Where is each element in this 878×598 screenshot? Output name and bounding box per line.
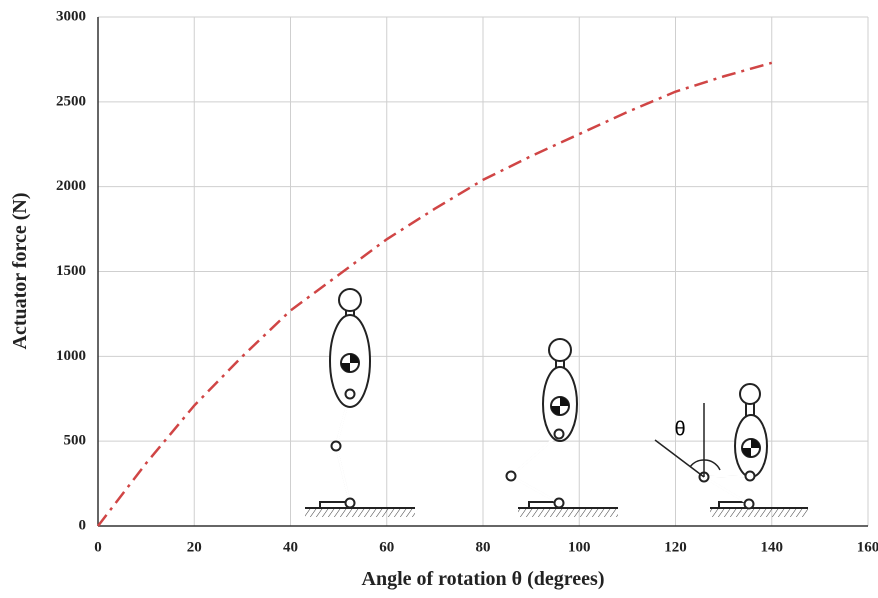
x-tick-label: 80 <box>476 539 491 555</box>
shank-in <box>703 475 750 506</box>
angle-annotation: θ <box>674 418 685 440</box>
y-tick-label: 2000 <box>56 178 86 194</box>
x-tick-label: 20 <box>187 539 202 555</box>
thigh-in <box>703 474 751 479</box>
ground <box>710 508 808 517</box>
y-tick-label: 1000 <box>56 348 86 364</box>
x-tick-label: 40 <box>283 539 298 555</box>
x-axis-label: Angle of rotation θ (degrees) <box>362 568 605 590</box>
x-tick-label: 0 <box>94 539 102 555</box>
x-tick-label: 140 <box>761 539 784 555</box>
y-tick-label: 500 <box>64 433 87 449</box>
x-tick-label: 160 <box>857 539 878 555</box>
head <box>338 288 362 312</box>
shank-in <box>334 445 352 504</box>
angle-ref <box>654 439 705 478</box>
shank-in <box>510 474 560 505</box>
data-line <box>97 61 773 527</box>
joint <box>330 440 342 452</box>
joint <box>743 498 755 510</box>
y-tick-label: 1500 <box>56 263 86 279</box>
joint <box>505 470 517 482</box>
com-q <box>341 354 359 372</box>
y-tick-label: 3000 <box>56 8 86 24</box>
y-axis-label: Actuator force (N) <box>9 193 31 350</box>
x-tick-label: 60 <box>379 539 394 555</box>
joint <box>344 497 356 509</box>
x-tick-label: 120 <box>664 539 687 555</box>
head <box>548 338 572 362</box>
com-q <box>742 439 760 457</box>
joint <box>744 470 756 482</box>
joint <box>344 388 356 400</box>
ground <box>518 508 618 517</box>
x-tick-label: 100 <box>568 539 591 555</box>
joint <box>553 497 565 509</box>
com-q <box>551 397 569 415</box>
grid <box>97 16 869 527</box>
thigh-in <box>510 433 560 477</box>
head <box>739 383 761 405</box>
illustrations <box>305 288 808 517</box>
joint <box>553 428 565 440</box>
angle-arc <box>689 459 721 471</box>
ground <box>305 508 415 517</box>
y-tick-label: 2500 <box>56 93 86 109</box>
y-tick-label: 0 <box>79 517 87 533</box>
